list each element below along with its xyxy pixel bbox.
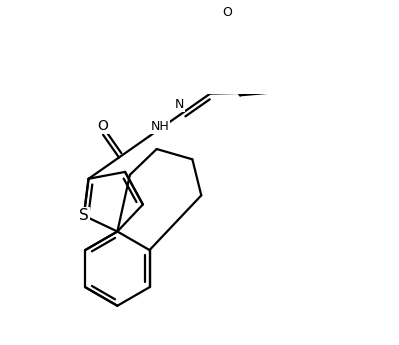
Text: NH: NH: [151, 120, 170, 133]
Text: O: O: [223, 7, 232, 19]
Text: S: S: [79, 208, 89, 223]
Text: O: O: [98, 119, 109, 133]
Text: N: N: [175, 98, 184, 111]
